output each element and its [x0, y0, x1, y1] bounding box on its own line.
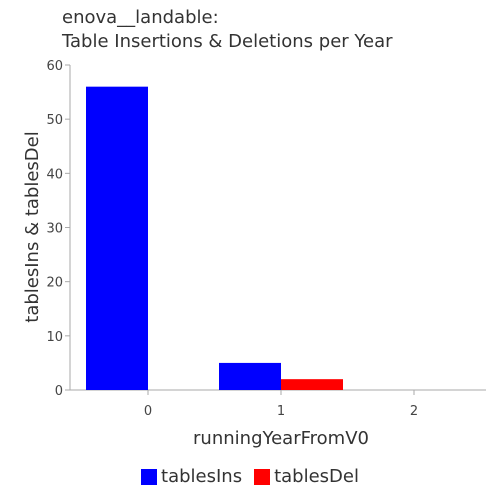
bars [86, 86, 343, 391]
bar-tablesDel-1 [281, 379, 343, 390]
legend-entry-tablesDel: tablesDel [254, 466, 359, 487]
legend-swatch [141, 468, 158, 485]
legend-label: tablesIns [161, 466, 243, 487]
y-tick-label: 20 [46, 276, 63, 291]
y-tick-label: 50 [46, 113, 63, 128]
bar-tablesIns-1 [219, 362, 281, 390]
x-axis-title: runningYearFromV0 [193, 428, 369, 449]
legend: tablesIns tablesDel [0, 466, 500, 487]
chart-title-line-2: Table Insertions & Deletions per Year [62, 31, 393, 52]
y-tick-label: 60 [46, 59, 63, 74]
legend-entry-tablesIns: tablesIns [141, 466, 242, 487]
legend-label: tablesDel [274, 466, 359, 487]
y-tick-label: 0 [55, 384, 63, 399]
legend-swatch [254, 468, 271, 485]
x-tick-label: 2 [410, 404, 418, 419]
chart-title-line-1: enova__landable: [62, 7, 219, 28]
y-tick-label: 30 [46, 222, 63, 237]
y-tick-label: 40 [46, 167, 63, 182]
x-axis-ticks: 0 1 2 [144, 390, 418, 419]
x-tick-label: 0 [144, 404, 152, 419]
chart-title: enova__landable: Table Insertions & Dele… [62, 6, 393, 54]
y-tick-label: 10 [46, 330, 63, 345]
bar-tablesIns-0 [86, 86, 148, 391]
x-tick-label: 1 [277, 404, 285, 419]
y-axis-ticks: 0 10 20 30 40 50 60 [46, 59, 70, 399]
y-axis-title: tablesIns & tablesDel [22, 131, 43, 322]
